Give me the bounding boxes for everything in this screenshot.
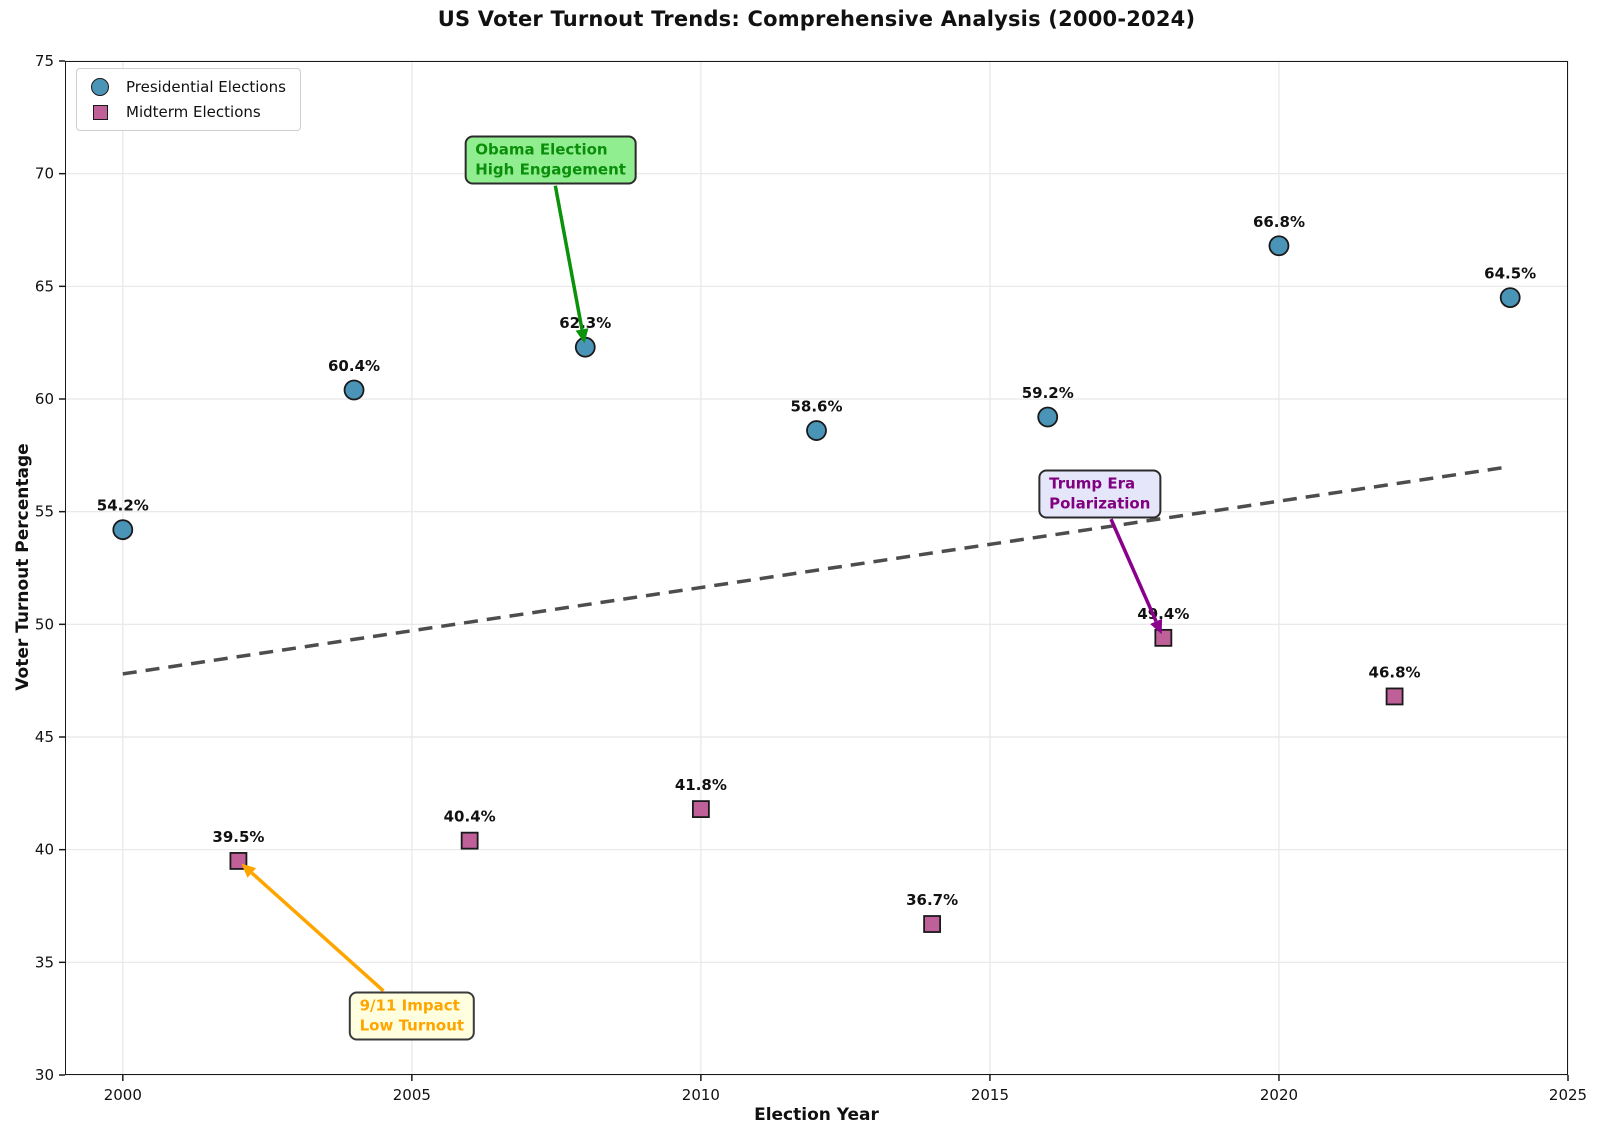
x-tick-label-2000: 2000	[104, 1086, 142, 1104]
annotation-text-line: Polarization	[1049, 494, 1151, 513]
legend-label-presidential: Presidential Elections	[126, 78, 286, 96]
y-tick-label-55: 55	[35, 503, 54, 521]
y-tick-label-70: 70	[35, 165, 54, 183]
y-tick-label-35: 35	[35, 953, 54, 971]
x-tick-label-2025: 2025	[1549, 1086, 1587, 1104]
presidential-marker-icon	[91, 78, 109, 96]
value-label-2006: 40.4%	[444, 808, 496, 826]
annotation-text-line: 9/11 Impact	[359, 996, 460, 1015]
y-tick-label-30: 30	[35, 1066, 54, 1084]
data-point-presidential-2024	[1499, 287, 1521, 309]
annotation-text-line: High Engagement	[475, 160, 626, 179]
data-point-presidential-2020	[1268, 235, 1290, 257]
value-label-2002: 39.5%	[212, 828, 264, 846]
data-point-midterm-2006	[460, 831, 479, 850]
value-label-2024: 64.5%	[1484, 265, 1536, 283]
annotation-arrow-nine-eleven	[250, 871, 385, 993]
data-point-midterm-2014	[923, 915, 942, 933]
y-tick-label-45: 45	[35, 728, 54, 746]
data-point-midterm-2018	[1154, 628, 1173, 647]
value-label-2014: 36.7%	[906, 891, 958, 909]
annotation-text-line: Obama Election	[475, 140, 608, 159]
x-tick-label-2015: 2015	[971, 1086, 1009, 1104]
data-point-presidential-2000	[112, 519, 134, 541]
legend-item-midterm: Midterm Elections	[91, 103, 286, 121]
x-tick-label-2020: 2020	[1260, 1086, 1298, 1104]
data-point-presidential-2004	[343, 379, 365, 401]
annotation-trump-era: Trump Era Polarization	[1038, 469, 1162, 519]
annotation-arrowhead-trump-era	[1150, 618, 1163, 635]
y-tick-label-50: 50	[35, 615, 54, 633]
y-tick-label-75: 75	[35, 52, 54, 70]
annotation-nine-eleven: 9/11 Impact Low Turnout	[348, 991, 476, 1041]
value-label-2020: 66.8%	[1253, 213, 1305, 231]
annotation-obama-election: Obama Election High Engagement	[464, 135, 637, 185]
x-tick-label-2010: 2010	[682, 1086, 720, 1104]
annotation-arrowhead-obama-election	[575, 328, 589, 344]
midterm-marker-icon	[92, 104, 108, 120]
annotation-text-line: Low Turnout	[359, 1016, 465, 1035]
data-point-midterm-2010	[691, 800, 710, 819]
y-tick-label-65: 65	[35, 277, 54, 295]
y-tick-label-40: 40	[35, 841, 54, 859]
chart-title: US Voter Turnout Trends: Comprehensive A…	[437, 7, 1196, 31]
data-point-presidential-2012	[806, 420, 827, 441]
x-tick-label-2005: 2005	[393, 1086, 431, 1104]
value-label-2008: 62.3%	[559, 314, 611, 332]
annotation-arrow-obama-election	[553, 185, 584, 330]
trend-line	[122, 464, 1511, 676]
value-label-2000: 54.2%	[97, 497, 149, 515]
annotation-arrow-trump-era	[1109, 518, 1158, 623]
value-label-2012: 58.6%	[790, 398, 842, 416]
value-label-2010: 41.8%	[675, 776, 727, 794]
value-label-2018: 49.4%	[1137, 605, 1189, 623]
data-point-presidential-2016	[1037, 406, 1059, 428]
data-point-midterm-2022	[1385, 687, 1404, 706]
x-axis-label: Election Year	[754, 1105, 879, 1125]
data-point-presidential-2008	[574, 336, 596, 358]
legend-label-midterm: Midterm Elections	[126, 103, 261, 121]
annotation-arrowhead-nine-eleven	[241, 863, 257, 878]
legend-item-presidential: Presidential Elections	[91, 78, 286, 96]
legend: Presidential Elections Midterm Elections	[76, 68, 301, 131]
value-label-2004: 60.4%	[328, 357, 380, 375]
annotation-text-line: Trump Era	[1049, 474, 1136, 493]
value-label-2022: 46.8%	[1369, 663, 1421, 681]
y-tick-label-60: 60	[35, 390, 54, 408]
value-label-2016: 59.2%	[1022, 384, 1074, 402]
